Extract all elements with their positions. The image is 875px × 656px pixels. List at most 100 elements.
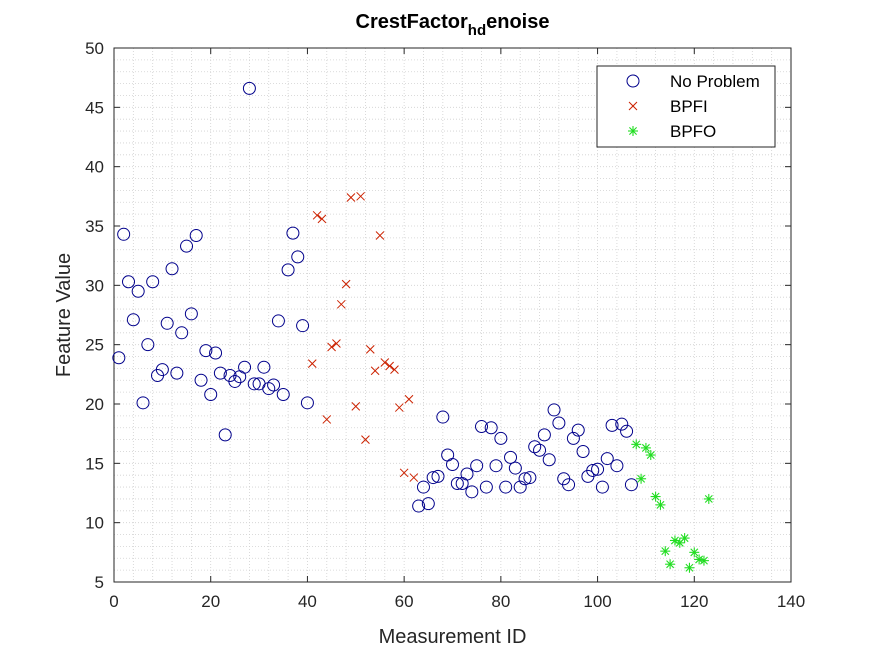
data-point-no-problem bbox=[513, 480, 527, 494]
data-point-bpfi bbox=[380, 358, 390, 367]
data-point-no-problem bbox=[238, 360, 252, 374]
data-point-bpfi bbox=[394, 403, 404, 412]
cross-stroke bbox=[628, 101, 638, 111]
data-point-bpfo bbox=[684, 562, 695, 573]
data-point-no-problem bbox=[276, 388, 290, 402]
data-point-bpfo bbox=[703, 493, 714, 504]
y-tick-label: 5 bbox=[95, 573, 104, 592]
data-point-no-problem bbox=[136, 396, 150, 410]
data-point-bpfo bbox=[640, 442, 651, 453]
data-point-bpfi bbox=[322, 415, 332, 424]
cross-stroke bbox=[390, 365, 399, 374]
cross-stroke bbox=[336, 299, 346, 309]
data-point-bpfo bbox=[679, 533, 690, 544]
data-point-no-problem bbox=[184, 307, 198, 321]
y-tick-label: 10 bbox=[85, 514, 104, 533]
data-point-bpfi bbox=[404, 394, 414, 404]
cross-stroke bbox=[399, 468, 409, 478]
series-no-problem bbox=[112, 81, 638, 513]
data-point-no-problem bbox=[431, 469, 445, 483]
cross-stroke bbox=[327, 342, 336, 352]
data-point-bpfi bbox=[317, 214, 327, 224]
data-point-bpfo bbox=[689, 547, 700, 558]
x-tick-label: 0 bbox=[109, 592, 118, 611]
data-point-no-problem bbox=[441, 448, 455, 462]
data-point-bpfi bbox=[356, 191, 365, 201]
data-point-no-problem bbox=[175, 326, 189, 340]
data-point-no-problem bbox=[262, 382, 276, 396]
data-point-no-problem bbox=[508, 461, 522, 475]
data-point-no-problem bbox=[620, 424, 634, 438]
data-point-bpfo bbox=[645, 450, 656, 461]
data-point-no-problem bbox=[117, 227, 131, 241]
data-point-no-problem bbox=[189, 228, 203, 242]
data-point-no-problem bbox=[446, 458, 459, 472]
y-tick-label: 50 bbox=[85, 39, 104, 58]
legend-entry-bpfo: BPFO bbox=[628, 122, 716, 141]
data-point-bpfi bbox=[361, 435, 370, 444]
data-point-bpfi bbox=[341, 279, 351, 289]
data-point-no-problem bbox=[165, 262, 179, 276]
legend-marker-bpfi bbox=[628, 101, 638, 111]
legend-entry-bpfi: BPFI bbox=[628, 97, 708, 116]
data-point-no-problem bbox=[605, 418, 619, 432]
y-tick-label: 35 bbox=[85, 217, 104, 236]
data-point-no-problem bbox=[213, 366, 227, 380]
data-point-no-problem bbox=[218, 428, 232, 442]
legend-marker-bpfo bbox=[628, 126, 638, 136]
data-point-no-problem bbox=[465, 485, 479, 499]
data-point-bpfi bbox=[336, 299, 346, 309]
data-point-bpfi bbox=[346, 193, 356, 202]
data-point-no-problem bbox=[141, 338, 155, 352]
data-point-no-problem bbox=[475, 420, 489, 434]
data-point-no-problem bbox=[571, 423, 585, 437]
y-tick-label: 45 bbox=[85, 98, 104, 117]
data-point-bpfo bbox=[655, 499, 666, 510]
data-point-no-problem bbox=[499, 480, 513, 494]
cross-stroke bbox=[365, 345, 375, 354]
data-point-no-problem bbox=[426, 471, 440, 485]
y-tick-label: 30 bbox=[85, 276, 104, 295]
data-point-no-problem bbox=[421, 497, 435, 511]
asterisk-stroke bbox=[637, 474, 646, 483]
cross-stroke bbox=[351, 402, 361, 411]
asterisk-stroke bbox=[629, 127, 637, 135]
x-tick-label: 20 bbox=[201, 592, 220, 611]
data-point-no-problem bbox=[610, 459, 624, 473]
data-point-no-problem bbox=[146, 275, 160, 289]
asterisk-stroke bbox=[661, 547, 670, 556]
data-point-no-problem bbox=[247, 377, 261, 391]
data-point-bpfo bbox=[698, 555, 709, 566]
legend-box bbox=[596, 65, 776, 148]
cross-stroke bbox=[404, 394, 414, 404]
cross-stroke bbox=[385, 361, 394, 371]
legend-label-bpfi: BPFI bbox=[670, 97, 708, 116]
x-tick-label: 60 bbox=[395, 592, 414, 611]
data-point-bpfi bbox=[409, 473, 419, 482]
data-point-no-problem bbox=[436, 410, 450, 424]
data-point-bpfi bbox=[375, 231, 385, 240]
cross-stroke bbox=[322, 415, 332, 424]
data-point-no-problem bbox=[489, 459, 503, 473]
data-point-bpfi bbox=[312, 210, 322, 220]
data-point-bpfi bbox=[390, 365, 399, 374]
data-point-no-problem bbox=[271, 314, 285, 328]
data-point-no-problem bbox=[470, 459, 484, 473]
data-point-bpfo bbox=[665, 559, 676, 570]
data-point-no-problem bbox=[562, 478, 576, 492]
data-point-no-problem bbox=[484, 421, 498, 435]
data-point-no-problem bbox=[533, 443, 547, 457]
asterisk-stroke bbox=[685, 563, 694, 572]
cross-stroke bbox=[375, 231, 385, 240]
legend-label-no-problem: No Problem bbox=[670, 72, 760, 91]
data-point-no-problem bbox=[595, 480, 609, 494]
data-point-bpfi bbox=[385, 361, 394, 371]
asterisk-stroke bbox=[641, 443, 650, 452]
series-bpfi bbox=[307, 191, 419, 482]
cross-stroke bbox=[312, 210, 322, 220]
cross-stroke bbox=[332, 339, 341, 348]
cross-stroke bbox=[341, 279, 351, 289]
cross-stroke bbox=[307, 359, 317, 369]
data-point-no-problem bbox=[523, 471, 537, 485]
